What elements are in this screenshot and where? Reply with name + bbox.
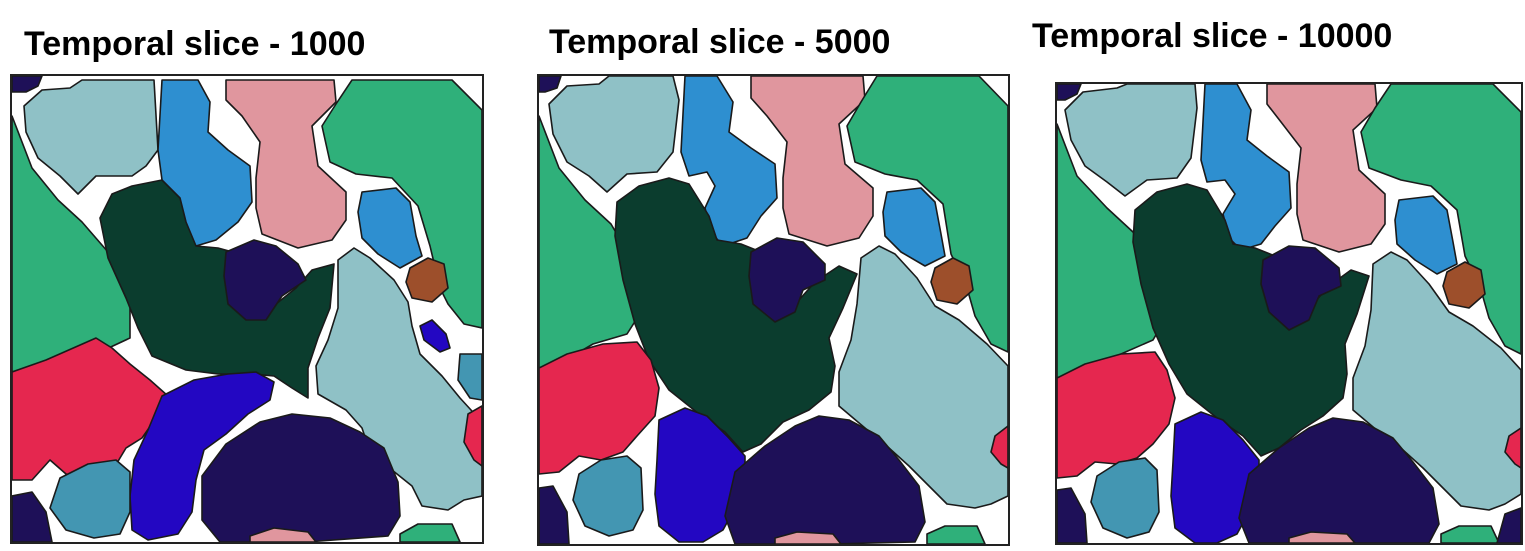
grain-light-teal-top (1064, 84, 1198, 197)
grain-pink-top (750, 76, 874, 247)
grain-pink-bottom-edge (774, 531, 842, 544)
grain-dark-green-center (614, 177, 858, 453)
grain-red-left (539, 341, 660, 475)
grain-light-teal-top (548, 76, 680, 193)
grain-medium-blue-small (357, 187, 423, 269)
grain-map-slice-1000 (10, 74, 484, 544)
grain-green-bottom-edge (1440, 525, 1500, 543)
grain-pink-bottom-edge (1288, 531, 1356, 543)
grain-red-right-edge (990, 425, 1008, 469)
grain-steel-teal-right-edge (457, 353, 482, 401)
grain-navy-center (1260, 245, 1342, 331)
grain-navy-center (223, 239, 307, 321)
grain-dark-green-center (1132, 183, 1370, 457)
grain-medium-blue-small (1394, 195, 1458, 275)
grain-map-slice-10000 (1055, 82, 1523, 545)
grain-navy-center (748, 237, 826, 323)
grain-red-right-edge (463, 405, 482, 467)
grain-medium-blue-small (882, 187, 946, 267)
grain-map-image-10000 (1057, 84, 1521, 543)
grain-steel-teal-bottomleft (572, 455, 644, 537)
grain-navy-bottom (724, 415, 926, 544)
grain-light-teal-right (1352, 251, 1521, 511)
grain-steel-teal-bottomleft (1090, 457, 1160, 539)
grain-medium-blue-top (680, 76, 778, 247)
grain-brown-small (930, 257, 974, 305)
grain-navy-bottomright-corner (1496, 507, 1521, 543)
grain-navy-bottomleft-corner (539, 485, 570, 544)
grain-navy-bottomleft-corner (1057, 487, 1088, 543)
grain-map-slice-5000 (537, 74, 1010, 546)
grain-pink-bottom-edge (249, 527, 317, 542)
panel-title-slice-10000: Temporal slice - 10000 (1032, 17, 1393, 55)
grain-map-image-1000 (12, 76, 482, 542)
grain-green-bottom-edge (926, 525, 986, 544)
grain-map-image-5000 (539, 76, 1008, 544)
grain-light-teal-right (838, 245, 1008, 509)
grain-steel-teal-bottomleft (49, 459, 131, 539)
grain-navy-topleft-corner (12, 76, 43, 93)
grain-brown-small (405, 257, 449, 303)
grain-red-left (1057, 351, 1176, 479)
grain-light-teal-top (23, 79, 159, 195)
grain-royal-blue-sliver (419, 319, 451, 353)
grain-navy-bottom (201, 413, 401, 542)
grain-medium-blue-top (1200, 84, 1292, 251)
grain-red-left (12, 337, 169, 481)
grain-navy-bottomleft-corner (12, 491, 53, 542)
panel-title-slice-1000: Temporal slice - 1000 (24, 25, 366, 63)
grain-light-teal-right (315, 247, 482, 511)
grain-navy-topleft-corner (1057, 84, 1082, 101)
grain-dark-green-center (99, 179, 335, 399)
grain-pink-top (225, 79, 347, 249)
grain-red-right-edge (1504, 427, 1521, 469)
grain-navy-bottom (1238, 417, 1440, 543)
panel-title-slice-5000: Temporal slice - 5000 (549, 23, 891, 61)
grain-pink-top (1266, 84, 1386, 253)
grain-brown-small (1442, 261, 1486, 309)
grain-navy-topleft-corner (539, 76, 562, 93)
grain-green-bottom-edge (399, 523, 461, 542)
